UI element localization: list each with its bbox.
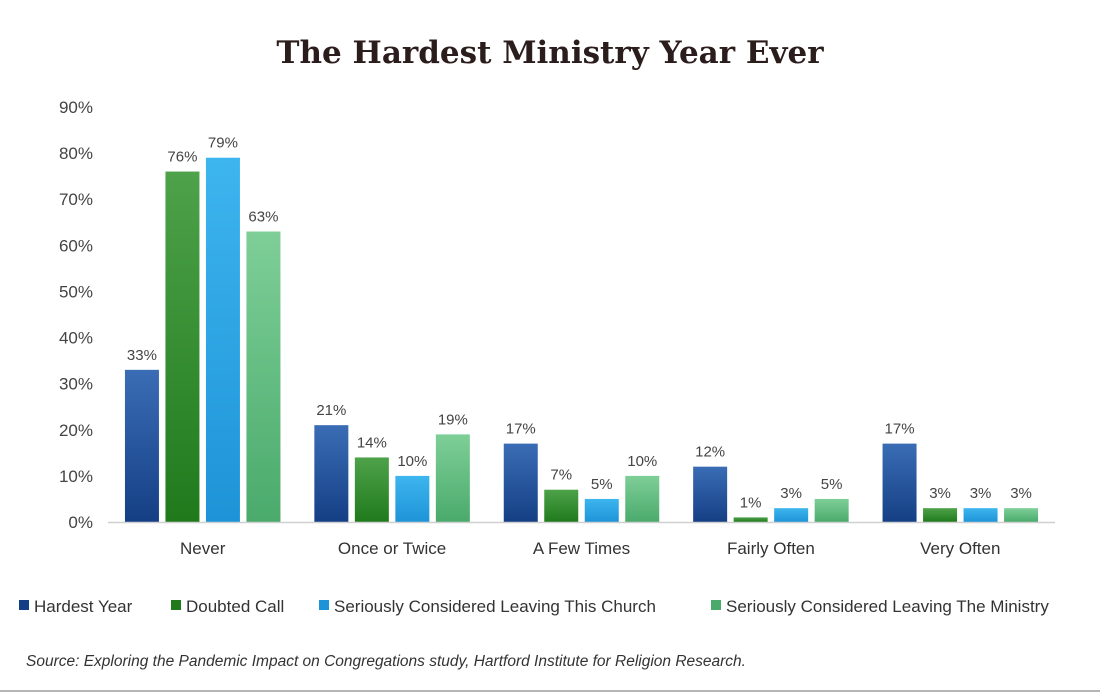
bar-4-4: [814, 498, 849, 522]
data-label: 14%: [357, 434, 387, 451]
legend-label: Hardest Year: [34, 597, 133, 616]
bar-4-2: [435, 434, 470, 522]
legend-swatch: [319, 600, 329, 610]
data-label: 3%: [970, 485, 992, 502]
x-category-label: Never: [180, 539, 226, 558]
legend-swatch: [19, 600, 29, 610]
y-tick-label: 60%: [59, 236, 93, 255]
y-tick-label: 40%: [59, 329, 93, 348]
bar-3-1: [205, 157, 240, 522]
bar-1-2: [314, 425, 349, 522]
y-tick-label: 50%: [59, 282, 93, 301]
bar-4-5: [1004, 508, 1039, 522]
data-label: 17%: [885, 421, 915, 438]
legend-label: Seriously Considered Leaving The Ministr…: [726, 597, 1049, 616]
bar-3-5: [963, 508, 998, 522]
data-label: 21%: [316, 402, 346, 419]
data-label: 76%: [167, 149, 197, 166]
bar-4-3: [625, 475, 660, 522]
x-category-label: A Few Times: [533, 539, 630, 558]
bar-4-1: [246, 231, 281, 522]
x-category-label: Once or Twice: [338, 539, 446, 558]
y-tick-label: 20%: [59, 421, 93, 440]
y-tick-label: 10%: [59, 467, 93, 486]
legend-label: Doubted Call: [186, 597, 284, 616]
data-label: 79%: [208, 135, 238, 152]
data-label: 1%: [740, 494, 762, 511]
legend-swatch: [171, 600, 181, 610]
bar-3-4: [774, 508, 809, 522]
chart-title: The Hardest Ministry Year Ever: [276, 35, 824, 71]
x-axis: Never Once or Twice A Few Times Fairly Ofte…: [108, 521, 1055, 558]
bar-2-2: [354, 457, 389, 522]
y-tick-label: 90%: [59, 98, 93, 117]
bar-1-3: [503, 443, 538, 522]
data-label: 10%: [627, 453, 657, 470]
y-tick-label: 80%: [59, 144, 93, 163]
data-label: 5%: [821, 476, 843, 493]
y-tick-label: 70%: [59, 190, 93, 209]
y-tick-label: 30%: [59, 375, 93, 394]
bar-1-1: [124, 369, 159, 522]
data-label: 33%: [127, 347, 157, 364]
bottom-divider: [0, 690, 1100, 692]
data-label: 12%: [695, 444, 725, 461]
data-label: 10%: [397, 453, 427, 470]
bars-group: 33% 76% 79% 63% 21% 14% 10% 19% 17% 7% 5% 10% 12% 1% 3…: [124, 135, 1039, 523]
legend-swatch: [711, 600, 721, 610]
bar-2-5: [923, 508, 958, 522]
data-label: 7%: [550, 467, 572, 484]
data-label: 3%: [780, 485, 802, 502]
bar-2-4: [733, 517, 768, 522]
data-label: 5%: [591, 476, 613, 493]
bar-3-2: [395, 475, 430, 522]
y-axis: 0% 10% 20% 30% 40% 50% 60% 70% 80% 90%: [59, 98, 93, 532]
legend-label: Seriously Considered Leaving This Church: [334, 597, 656, 616]
source-note: Source: Exploring the Pandemic Impact on…: [26, 653, 746, 670]
data-label: 63%: [248, 209, 278, 226]
x-category-label: Very Often: [920, 539, 1000, 558]
data-label: 17%: [506, 421, 536, 438]
bar-3-3: [584, 498, 619, 522]
data-label: 3%: [1010, 485, 1032, 502]
bar-2-1: [165, 171, 200, 523]
bar-1-4: [693, 466, 728, 522]
x-category-label: Fairly Often: [727, 539, 815, 558]
bar-2-3: [544, 489, 579, 522]
bar-1-5: [882, 443, 917, 522]
data-label: 19%: [438, 411, 468, 428]
legend: Hardest Year Doubted Call Seriously Consid…: [19, 597, 1049, 616]
data-label: 3%: [929, 485, 951, 502]
y-tick-label: 0%: [68, 513, 93, 532]
